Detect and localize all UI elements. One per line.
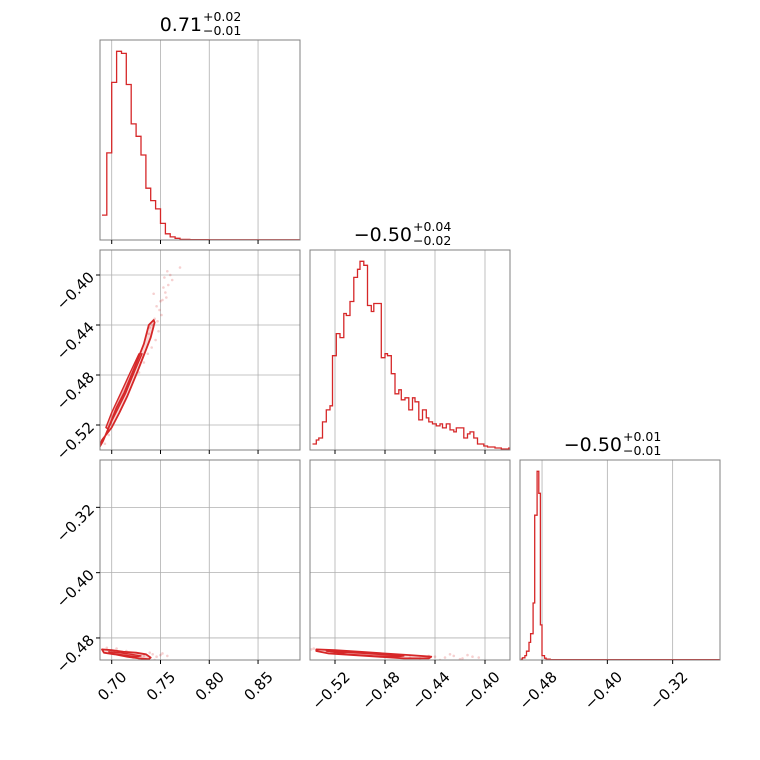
sample-point [152, 292, 155, 296]
title-upper-error: +0.04 [413, 219, 451, 234]
histogram-panel-1 [309, 249, 511, 454]
sample-point [166, 269, 169, 273]
pair-content [100, 266, 182, 448]
sample-point [159, 653, 162, 657]
title-lower-error: −0.01 [203, 23, 241, 38]
x-tick-label: 0.80 [192, 668, 228, 704]
sample-point [443, 656, 447, 659]
panel-title-2: −0.50 +0.01−0.01 [564, 429, 662, 458]
sample-point [448, 652, 452, 656]
contour-inner [108, 651, 142, 658]
sample-point [148, 651, 152, 654]
sample-point [105, 646, 109, 650]
sample-point [146, 352, 150, 356]
contour-inner [325, 650, 405, 658]
sample-point [161, 298, 164, 302]
sample-point [166, 654, 169, 658]
sample-point [165, 296, 168, 299]
sample-point [164, 291, 167, 294]
title-median: −0.50 [564, 434, 622, 456]
sample-point [103, 442, 107, 446]
panel-frame [309, 249, 511, 451]
title-upper-error: +0.02 [203, 9, 241, 24]
sample-point [178, 266, 182, 269]
x-tick-label: 0.70 [94, 668, 130, 704]
sample-point [155, 655, 158, 659]
sample-point [161, 652, 164, 655]
x-tick-label: 0.75 [143, 668, 179, 704]
panel-title-1: −0.50 +0.04−0.02 [354, 219, 452, 248]
title-median: −0.50 [354, 224, 412, 246]
sample-point [115, 647, 118, 650]
x-tick-label: −0.48 [359, 668, 404, 713]
pair-content [310, 647, 481, 660]
sample-point [154, 338, 157, 342]
sample-point [312, 647, 316, 650]
sample-point [151, 652, 154, 656]
contour-outer [100, 319, 156, 448]
sample-point [170, 278, 174, 282]
x-tick-label: −0.40 [581, 668, 626, 713]
sample-point [471, 655, 474, 659]
y-tick-label: −0.40 [53, 566, 98, 611]
sample-point [159, 299, 162, 303]
sample-point [150, 346, 154, 349]
histogram-panel-2 [519, 459, 721, 664]
sample-point [147, 332, 151, 336]
sample-point [461, 657, 464, 660]
sample-point [156, 319, 159, 323]
scatter-panel-1 [96, 459, 301, 664]
panel-frame [309, 459, 511, 661]
sample-point [157, 329, 160, 333]
sample-point [168, 273, 172, 277]
sample-point [466, 653, 469, 657]
contour-inner [105, 353, 143, 430]
title-median: 0.71 [160, 14, 202, 36]
x-tick-label: 0.85 [240, 668, 276, 704]
scatter-panel-0 [96, 249, 301, 454]
sample-point [142, 654, 146, 658]
sample-point [433, 655, 437, 659]
x-tick-label: −0.52 [309, 668, 354, 713]
x-tick-label: −0.32 [646, 668, 691, 713]
histogram-step-line [520, 470, 720, 660]
sample-point [158, 308, 161, 312]
panel-frame [99, 39, 301, 241]
y-tick-label: −0.48 [53, 631, 98, 676]
panel-title-0: 0.71 +0.02−0.01 [160, 9, 242, 38]
sample-point [155, 304, 158, 308]
y-tick-label: −0.48 [53, 368, 98, 413]
sample-point [477, 656, 481, 659]
histogram-step-line [312, 260, 510, 450]
sample-point [166, 283, 170, 287]
histogram-panel-0 [99, 39, 301, 244]
y-tick-label: −0.40 [53, 268, 98, 313]
pair-content [101, 646, 169, 660]
sample-point [310, 648, 313, 651]
scatter-panel-2 [309, 459, 511, 664]
sample-point [107, 433, 111, 437]
y-tick-label: −0.32 [53, 501, 98, 546]
sample-point [137, 371, 141, 374]
x-tick-label: −0.48 [516, 668, 561, 713]
panel-frame [519, 459, 721, 661]
sample-point [452, 654, 456, 658]
title-lower-error: −0.02 [413, 233, 451, 248]
title-upper-error: +0.01 [623, 429, 661, 444]
panel-frame [99, 459, 301, 661]
sample-point [142, 361, 146, 364]
y-tick-label: −0.44 [53, 318, 98, 363]
title-lower-error: −0.01 [623, 443, 661, 458]
y-tick-label: −0.52 [53, 418, 98, 463]
sample-point [162, 286, 165, 289]
x-tick-label: −0.40 [459, 668, 504, 713]
sample-point [160, 313, 163, 317]
histogram-step-line [102, 50, 300, 240]
sample-point [458, 657, 462, 660]
x-tick-label: −0.44 [409, 668, 454, 713]
sample-point [163, 276, 166, 279]
panel-frame [99, 249, 301, 451]
